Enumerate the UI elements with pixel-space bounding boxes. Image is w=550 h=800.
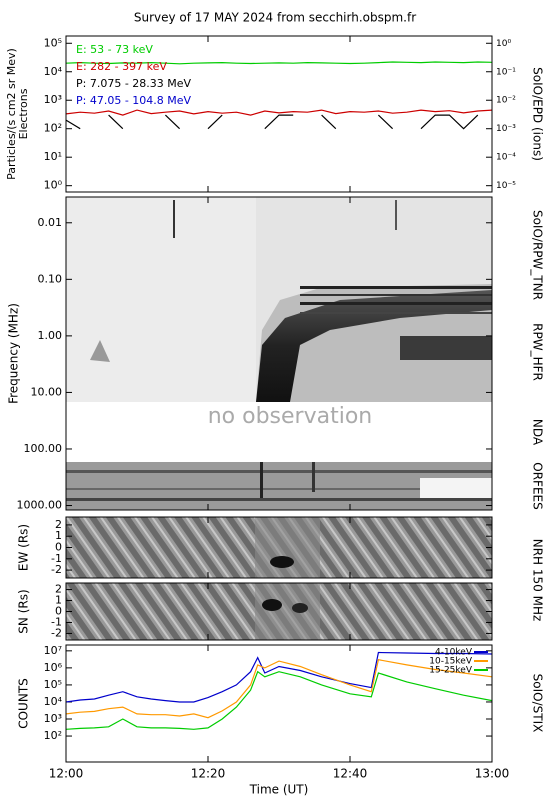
y2-tick-label: 10⁰ (496, 39, 511, 49)
panel-frame (65, 644, 493, 763)
y-tick-label: 10² (44, 729, 62, 742)
x-tick-label: 12:40 (333, 767, 368, 781)
instrument-label: SoIO/RPW_TNR (531, 210, 545, 300)
y-tick-label: 10⁵ (44, 36, 62, 49)
instrument-label: RPW_HFR (531, 323, 545, 381)
series-line (65, 114, 479, 130)
annotation: no observation (208, 404, 373, 429)
panel-frame (65, 196, 493, 511)
y-tick-label: 10³ (44, 93, 62, 106)
series-line (65, 670, 493, 730)
panel-frame (65, 516, 493, 579)
instrument-label: SoIO/EPD (ions) (531, 67, 545, 161)
y2-tick-label: 10⁻² (496, 96, 516, 106)
panel-frame (65, 35, 493, 193)
series-line (65, 651, 493, 703)
x-tick-label: 12:20 (191, 767, 226, 781)
y-tick-label: 1000.00 (17, 499, 63, 512)
nrh-image (66, 517, 492, 640)
x-tick-label: 12:00 (49, 767, 84, 781)
y-tick-label: 2 (55, 583, 62, 596)
y-tick-label: 0.10 (38, 272, 63, 285)
y-axis-label: COUNTS (17, 678, 31, 729)
legend-entry: 15-25keV (429, 666, 473, 676)
x-tick-label: 13:00 (475, 767, 510, 781)
y-tick-label: 10¹ (44, 150, 62, 163)
y-tick-label: 10.00 (31, 385, 63, 398)
instrument-label: ORFEES (531, 462, 545, 509)
y-tick-label: 10⁴ (44, 65, 63, 78)
y-axis-label: Particles/(s cm2 sr Mev) (5, 48, 18, 180)
x-axis-label: Time (UT) (249, 783, 309, 797)
legend-entry: 10-15keV (429, 657, 473, 667)
legend-entry: 4-10keV (435, 648, 473, 658)
y-tick-label: 1.00 (38, 329, 63, 342)
y-tick-label: 1 (55, 529, 62, 542)
legend-entry: E: 53 - 73 keV (76, 43, 153, 56)
y-tick-label: -2 (51, 563, 62, 576)
legend-entry: P: 47.05 - 104.8 MeV (76, 94, 192, 107)
y-tick-label: 10⁴ (44, 695, 63, 708)
y-tick-label: 0 (55, 541, 62, 554)
y-axis-label: Frequency (MHz) (7, 303, 21, 404)
y-tick-label: 10⁵ (44, 678, 62, 691)
instrument-label: NRH 150 MHz (531, 539, 545, 622)
instrument-label: NDA (531, 419, 545, 446)
y-tick-label: -1 (51, 615, 62, 628)
y2-tick-label: 10⁻³ (496, 124, 516, 134)
y-tick-label: 100.00 (24, 442, 63, 455)
series-line (65, 659, 493, 719)
series-line (65, 61, 493, 65)
y-tick-label: 10⁰ (44, 179, 63, 192)
y-tick-label: 10⁶ (44, 661, 63, 674)
chart-title: Survey of 17 MAY 2024 from secchirh.obsp… (134, 11, 416, 25)
y2-tick-label: 10⁻⁵ (496, 181, 516, 191)
spectrogram-image (66, 197, 492, 510)
y-axis-label: EW (Rs) (17, 524, 31, 571)
y2-tick-label: 10⁻¹ (496, 67, 516, 77)
instrument-label: SoIO/STIX (531, 674, 545, 733)
y-tick-label: 1 (55, 594, 62, 607)
y-tick-label: 10⁷ (44, 644, 62, 657)
y-tick-label: 0 (55, 605, 62, 618)
legend-entry: P: 7.075 - 28.33 MeV (76, 77, 192, 90)
y-axis-label: SN (Rs) (17, 589, 31, 633)
series-line (65, 109, 493, 116)
y-tick-label: -2 (51, 626, 62, 639)
y2-tick-label: 10⁻⁴ (496, 153, 516, 163)
y-tick-label: 10³ (44, 712, 62, 725)
panel-frame (65, 582, 493, 641)
y-tick-label: -1 (51, 552, 62, 565)
y-tick-label: 10² (44, 122, 62, 135)
legend-entry: E: 282 - 397 keV (76, 60, 167, 73)
y-tick-label: 2 (55, 518, 62, 531)
y-axis-label: Electrons (17, 88, 30, 139)
y-tick-label: 0.01 (38, 216, 63, 229)
